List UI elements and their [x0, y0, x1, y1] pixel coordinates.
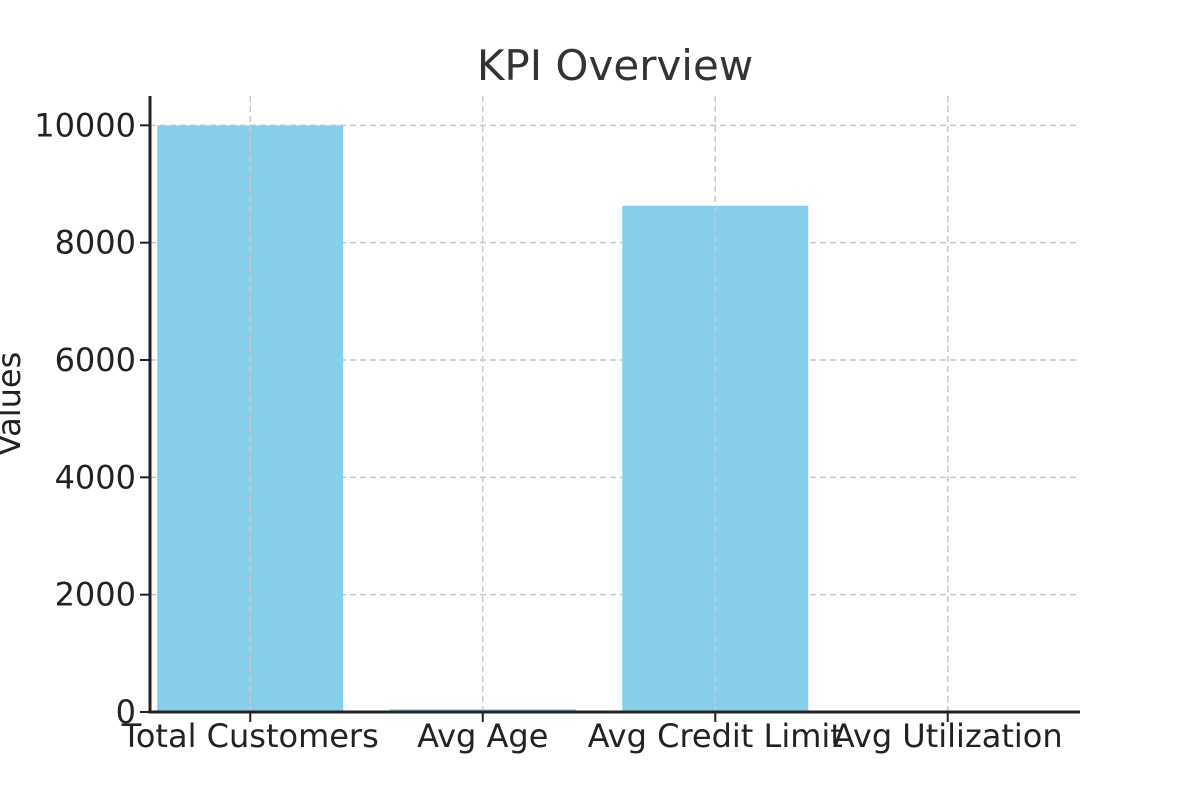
y-tick-label: 2000	[55, 576, 136, 614]
tick-labels: 0 2000 4000 6000 8000 10000 Total Customers Avg…	[34, 106, 1062, 755]
axes	[140, 96, 1080, 722]
y-tick-label: 0	[116, 693, 136, 731]
y-tick-label: 4000	[55, 458, 136, 496]
chart-title: KPI Overview	[477, 41, 753, 90]
y-tick-label: 6000	[55, 341, 136, 379]
y-tick-label: 8000	[55, 224, 136, 262]
bars	[157, 125, 1041, 713]
x-tick-label: Avg Credit Limit	[588, 717, 843, 755]
y-tick-label: 10000	[34, 106, 136, 144]
x-tick-label: Avg Age	[417, 717, 548, 755]
y-axis-label: Values	[0, 352, 28, 457]
x-tick-label: Avg Utilization	[833, 717, 1063, 755]
x-tick-label: Total Customers	[121, 717, 379, 755]
